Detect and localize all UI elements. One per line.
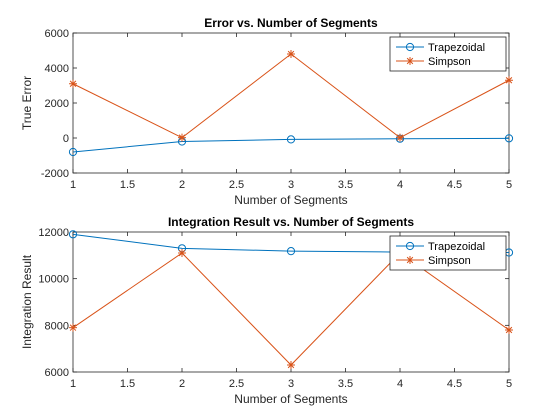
x-tick-label: 1.5 bbox=[120, 378, 135, 390]
x-tick-label: 4.5 bbox=[447, 378, 462, 390]
y-tick-label: 6000 bbox=[45, 28, 69, 40]
data-point bbox=[68, 147, 78, 157]
x-tick-label: 3.5 bbox=[338, 378, 353, 390]
subplot-2: 1 1.5 2 2.5 3 3.5 4 4.5 5 6000 8000 10000 12000 Integ… bbox=[20, 215, 514, 406]
y-tick-label: 4000 bbox=[45, 63, 69, 75]
series-trapezoidal bbox=[68, 134, 514, 157]
data-point bbox=[178, 249, 186, 257]
data-point bbox=[505, 76, 513, 85]
legend-label: Trapezoidal bbox=[428, 241, 485, 253]
series-simpson bbox=[69, 249, 513, 369]
legend: Trapezoidal Simpson bbox=[389, 36, 507, 72]
x-tick-label: 2.5 bbox=[229, 378, 244, 390]
legend: Trapezoidal Simpson bbox=[389, 235, 507, 271]
data-point bbox=[396, 133, 404, 142]
x-tick-label: 2 bbox=[179, 378, 185, 390]
legend-marker bbox=[406, 256, 414, 264]
data-point bbox=[68, 230, 78, 239]
series-simpson bbox=[69, 50, 513, 142]
x-tick-label: 3.5 bbox=[338, 179, 353, 191]
data-point bbox=[69, 79, 77, 88]
x-tick-label: 2 bbox=[179, 179, 185, 191]
subplot-1: 1 1.5 2 2.5 3 3.5 4 4.5 5 -2000 0 2000 4000 6000 Error… bbox=[20, 16, 514, 207]
y-tick-label: 0 bbox=[63, 133, 69, 145]
x-axis-label: Number of Segments bbox=[234, 392, 347, 406]
data-point bbox=[287, 50, 295, 58]
x-tick-label: 5 bbox=[506, 378, 512, 390]
x-tick-label: 1 bbox=[70, 179, 76, 191]
legend-marker bbox=[405, 42, 415, 52]
chart-title: Integration Result vs. Number of Segment… bbox=[168, 215, 414, 229]
y-tick-label: 8000 bbox=[45, 320, 69, 332]
data-point bbox=[178, 133, 186, 142]
y-tick-label: 10000 bbox=[38, 274, 69, 286]
y-tick-label: 12000 bbox=[38, 227, 69, 239]
series-line bbox=[72, 137, 510, 153]
y-tick-label: 6000 bbox=[45, 367, 69, 379]
legend-marker bbox=[406, 57, 414, 65]
x-tick-label: 1 bbox=[70, 378, 76, 390]
chart-title: Error vs. Number of Segments bbox=[204, 16, 378, 30]
x-tick-label: 4 bbox=[397, 378, 403, 390]
legend-label: Simpson bbox=[428, 56, 471, 68]
y-axis-label: True Error bbox=[20, 76, 34, 130]
data-point bbox=[505, 326, 513, 334]
y-tick-label: 2000 bbox=[45, 98, 69, 110]
legend-box bbox=[389, 235, 507, 271]
x-tick-label: 3 bbox=[288, 179, 294, 191]
data-point bbox=[286, 135, 296, 144]
x-tick-label: 4.5 bbox=[447, 179, 462, 191]
legend-label: Trapezoidal bbox=[428, 42, 485, 54]
data-point bbox=[286, 247, 296, 256]
y-axis-label: Integration Result bbox=[20, 254, 34, 349]
x-axis-label: Number of Segments bbox=[234, 193, 347, 207]
y-tick-label: -2000 bbox=[41, 168, 69, 180]
legend-marker bbox=[405, 241, 415, 251]
x-tick-label: 4 bbox=[397, 179, 403, 191]
data-point bbox=[69, 323, 77, 332]
data-point bbox=[504, 134, 514, 143]
x-tick-label: 2.5 bbox=[229, 179, 244, 191]
legend-box bbox=[389, 36, 507, 72]
x-tick-label: 5 bbox=[506, 179, 512, 191]
legend-label: Simpson bbox=[428, 255, 471, 267]
data-point bbox=[287, 361, 295, 369]
x-tick-label: 1.5 bbox=[120, 179, 135, 191]
x-tick-label: 3 bbox=[288, 378, 294, 390]
